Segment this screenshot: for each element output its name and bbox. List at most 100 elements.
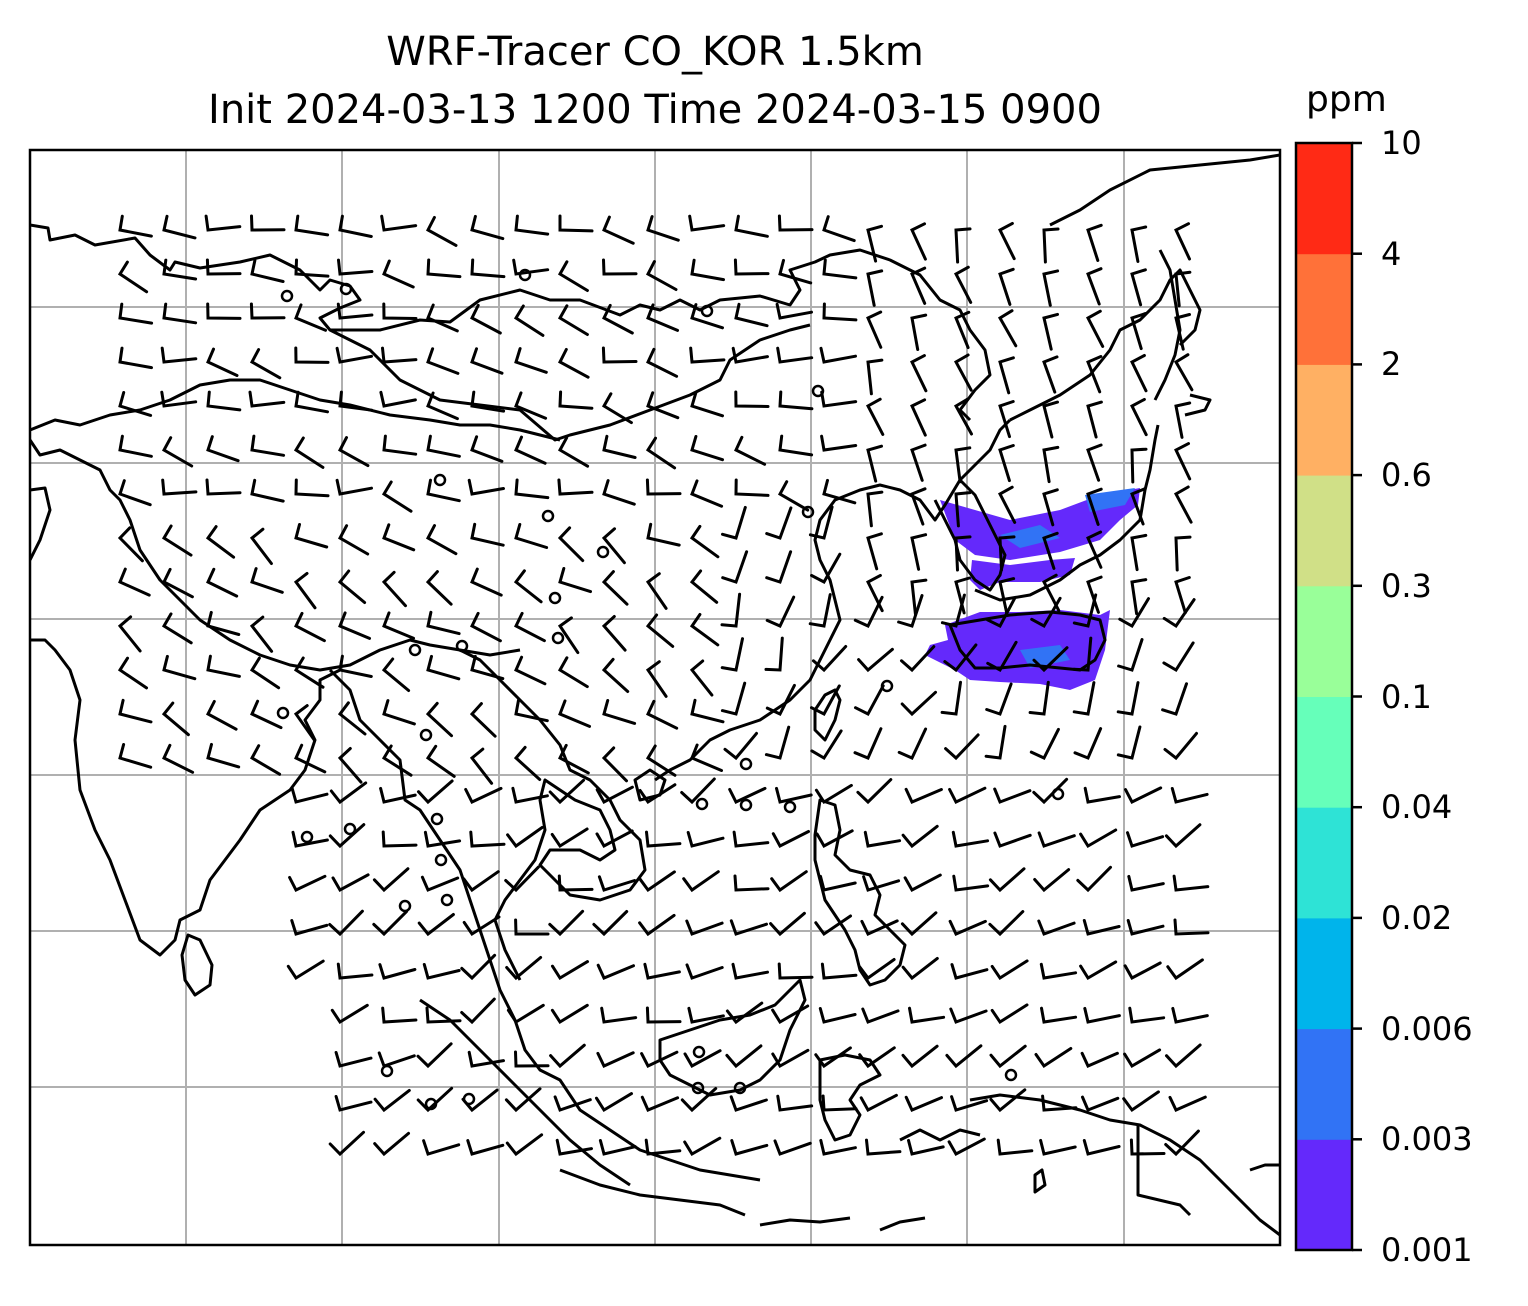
wind-barb	[998, 577, 1016, 615]
wind-barb	[382, 611, 415, 640]
wind-barb	[943, 643, 978, 673]
wind-barb	[988, 910, 1025, 937]
wind-barb	[330, 1003, 369, 1025]
wind-barb	[729, 919, 768, 936]
colorbar-segment	[1296, 475, 1352, 587]
wind-barb	[765, 506, 793, 540]
wind-barb	[818, 1007, 857, 1024]
wind-barb	[426, 610, 461, 636]
wind-barb	[989, 1088, 1027, 1113]
wind-barb	[771, 1004, 810, 1025]
wind-barb	[425, 524, 458, 556]
wind-barb	[1080, 1051, 1119, 1068]
wind-barb	[337, 701, 367, 736]
wind-barb	[426, 303, 459, 333]
wind-barb	[290, 787, 329, 804]
wind-barb	[467, 478, 505, 496]
tracer-plume	[1000, 525, 1060, 548]
calm-wind-marker	[700, 304, 714, 318]
wind-barb	[645, 830, 682, 848]
wind-barb	[204, 214, 242, 232]
coastline-arabia	[30, 486, 52, 561]
wind-barb	[294, 258, 330, 278]
wind-barb	[731, 346, 769, 364]
wind-barb	[558, 348, 590, 379]
wind-barb	[643, 962, 681, 980]
coastline-new-guinea	[969, 1093, 1280, 1237]
wind-barb	[382, 302, 418, 320]
wind-barb	[910, 443, 927, 482]
wind-barb	[595, 785, 634, 805]
wind-barb	[863, 830, 902, 848]
wind-barb	[514, 698, 549, 723]
wind-barb	[382, 523, 416, 552]
wind-barb	[1174, 270, 1192, 308]
wind-barb	[293, 656, 325, 689]
wind-barb	[506, 826, 544, 849]
wind-barb	[1126, 919, 1165, 936]
wind-barb	[558, 390, 594, 410]
wind-barb	[771, 830, 810, 848]
wind-barb	[425, 570, 453, 606]
wind-barb	[1122, 1090, 1160, 1113]
wind-barb	[118, 698, 153, 724]
wind-barb	[775, 786, 813, 804]
calm-wind-marker	[1051, 787, 1065, 801]
wind-barb	[161, 478, 198, 496]
wind-barb	[426, 258, 462, 279]
wind-barb	[907, 1138, 945, 1156]
wind-barb	[910, 533, 928, 571]
wind-barb	[819, 346, 857, 364]
wind-barb	[250, 478, 285, 503]
wind-barb	[776, 1094, 814, 1112]
tracer-plume	[925, 610, 1110, 690]
wind-barb	[505, 956, 543, 981]
calm-wind-marker	[739, 757, 753, 771]
wind-barb	[514, 611, 546, 643]
wind-barb	[557, 616, 580, 655]
wind-barb	[644, 1138, 682, 1156]
wind-barb	[1082, 919, 1121, 936]
wind-barb	[381, 480, 413, 513]
wind-barb	[1168, 1095, 1207, 1112]
wind-barb	[293, 436, 325, 469]
wind-barb	[908, 1006, 946, 1024]
wind-barb	[1033, 868, 1071, 893]
wind-barb	[294, 523, 329, 549]
wind-barb	[512, 258, 550, 276]
wind-barb	[734, 214, 769, 238]
wind-barb	[1041, 573, 1061, 612]
wind-barb	[425, 701, 453, 738]
wind-barb	[372, 867, 410, 893]
calm-wind-marker	[440, 893, 454, 907]
wind-barb	[1161, 682, 1188, 716]
wind-barb	[1083, 1006, 1121, 1024]
wind-barb	[1083, 786, 1121, 804]
wind-barb	[685, 919, 724, 936]
wind-barb	[1164, 1129, 1200, 1157]
calm-wind-marker	[398, 899, 412, 913]
wind-barb	[686, 831, 725, 848]
wind-barb	[866, 490, 884, 528]
wind-barb	[1174, 576, 1191, 615]
wind-barb	[336, 302, 374, 320]
coastline-kamchatka-kurils	[1184, 393, 1212, 417]
wind-barb	[549, 1043, 586, 1069]
wind-barb	[338, 611, 371, 640]
wind-barb	[160, 346, 198, 364]
wind-barb	[734, 435, 767, 466]
wind-barb	[293, 571, 317, 610]
wind-barb	[381, 570, 407, 608]
wind-barb	[118, 743, 153, 769]
wind-barb	[778, 258, 813, 285]
wind-barb	[1126, 831, 1165, 848]
wind-barb	[856, 778, 893, 805]
wind-barb	[1130, 312, 1147, 351]
wind-barb	[329, 781, 368, 805]
wind-barb	[206, 742, 241, 769]
wind-barb	[514, 214, 550, 236]
wind-barb	[338, 390, 374, 412]
wind-barb	[206, 610, 241, 636]
wind-barb	[1166, 958, 1204, 981]
wind-barb	[811, 645, 848, 673]
